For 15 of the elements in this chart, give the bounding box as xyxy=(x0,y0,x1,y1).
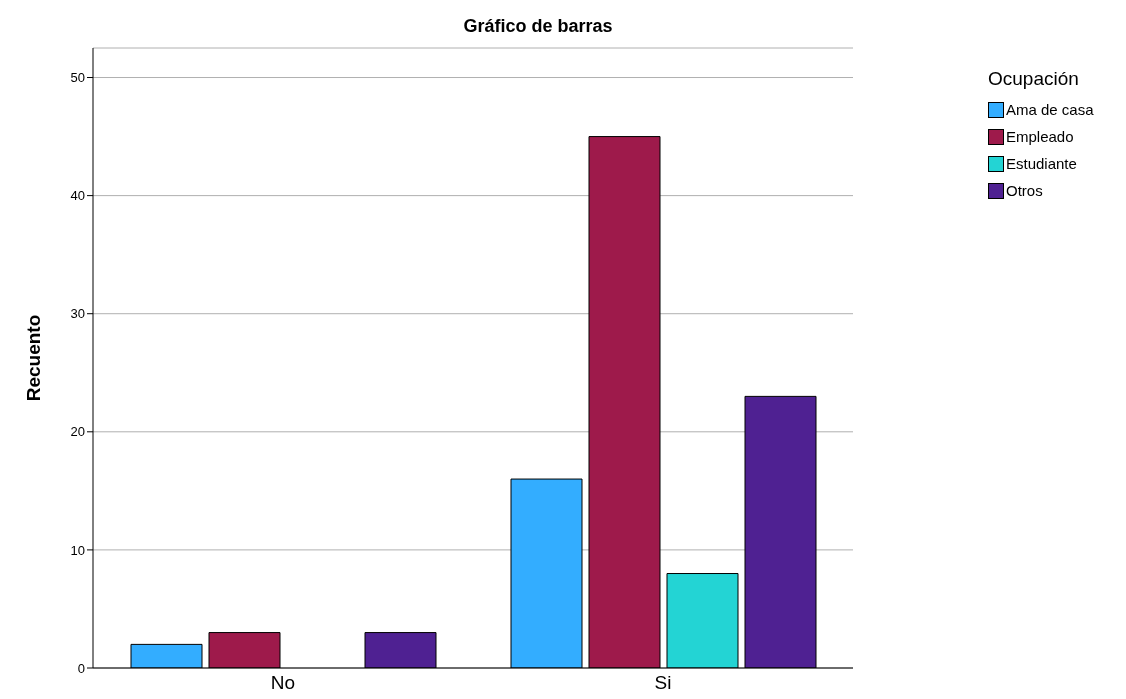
legend-label: Empleado xyxy=(1005,127,1075,147)
y-tick-label: 40 xyxy=(70,188,85,204)
y-tick-label: 50 xyxy=(70,70,85,86)
y-tick-label: 10 xyxy=(70,542,85,558)
y-tick-label: 0 xyxy=(77,660,85,676)
legend-label: Estudiante xyxy=(1005,154,1078,174)
legend-title: Ocupación xyxy=(988,68,1080,90)
y-tick-label: 30 xyxy=(70,306,85,322)
x-tick-label: No xyxy=(270,672,296,694)
legend-label: Ama de casa xyxy=(1005,100,1095,120)
legend-label: Otros xyxy=(1005,181,1044,201)
y-axis-title: Recuento xyxy=(22,314,44,402)
x-tick-label: Si xyxy=(654,672,672,694)
y-tick-label: 20 xyxy=(70,424,85,440)
chart-title: Gráfico de barras xyxy=(462,16,614,37)
